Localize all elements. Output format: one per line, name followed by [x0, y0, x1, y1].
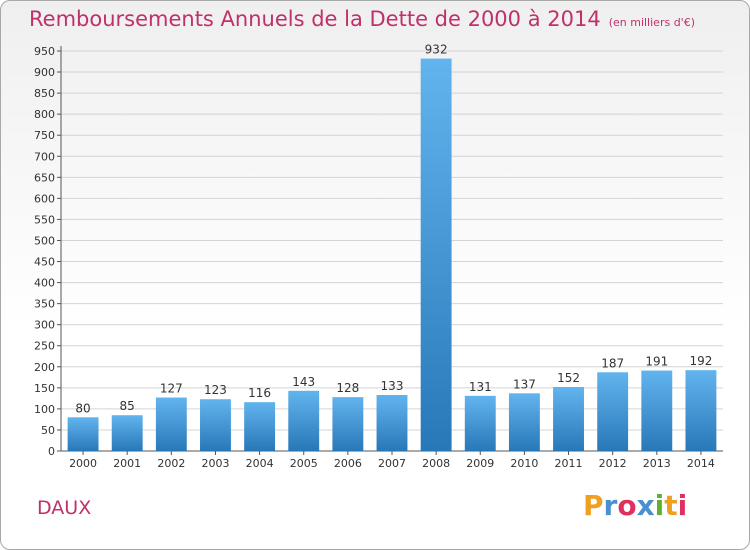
bar-2002 — [155, 397, 187, 451]
data-label: 128 — [336, 381, 359, 395]
y-tick-label: 450 — [34, 256, 55, 269]
y-tick-label: 750 — [34, 129, 55, 142]
x-tick-label: 2006 — [334, 457, 362, 470]
x-tick-label: 2007 — [378, 457, 406, 470]
bar-2006 — [332, 397, 364, 451]
bar-2014 — [685, 370, 717, 451]
y-tick-label: 900 — [34, 66, 55, 79]
logo-letter: P — [583, 489, 604, 522]
bar-2009 — [464, 395, 496, 451]
bar-2000 — [67, 417, 99, 451]
bar-2012 — [597, 372, 629, 451]
bar-2003 — [200, 399, 231, 451]
x-tick-label: 2000 — [69, 457, 97, 470]
x-tick-label: 2010 — [510, 457, 538, 470]
y-tick-label: 350 — [34, 298, 55, 311]
y-tick-label: 0 — [48, 445, 55, 458]
data-label: 80 — [75, 401, 90, 415]
y-tick-label: 700 — [34, 150, 55, 163]
y-tick-label: 250 — [34, 340, 55, 353]
y-tick-label: 800 — [34, 108, 55, 121]
y-tick-label: 400 — [34, 277, 55, 290]
bar-2010 — [508, 393, 540, 451]
data-label: 123 — [204, 383, 227, 397]
x-tick-label: 2004 — [246, 457, 274, 470]
logo-letter: t — [664, 489, 678, 522]
y-tick-label: 600 — [34, 192, 55, 205]
logo-letter: o — [617, 489, 637, 522]
y-tick-label: 650 — [34, 171, 55, 184]
x-tick-label: 2002 — [157, 457, 185, 470]
proxiti-logo: Proxiti — [583, 489, 687, 522]
data-label: 187 — [601, 356, 624, 370]
data-label: 137 — [513, 377, 536, 391]
y-tick-label: 500 — [34, 234, 55, 247]
x-tick-label: 2014 — [687, 457, 715, 470]
y-tick-label: 50 — [41, 424, 55, 437]
chart-subtitle: (en milliers d'€) — [608, 16, 695, 29]
bars — [67, 58, 717, 451]
data-label: 127 — [160, 382, 183, 396]
y-tick-label: 100 — [34, 403, 55, 416]
data-label: 131 — [469, 380, 492, 394]
x-tick-label: 2012 — [599, 457, 627, 470]
data-label: 152 — [557, 371, 580, 385]
bar-2004 — [244, 402, 276, 451]
y-tick-label: 300 — [34, 319, 55, 332]
logo-letter: r — [603, 489, 618, 522]
bar-2011 — [553, 387, 584, 451]
chart-title: Remboursements Annuels de la Dette de 20… — [29, 7, 695, 31]
x-tick-label: 2013 — [643, 457, 671, 470]
logo-letter: i — [677, 489, 688, 522]
data-labels: 80 85 127 123 116 143 128 133 932 131 137 152 187 191… — [75, 43, 712, 416]
bar-2005 — [288, 390, 320, 451]
y-tick-label: 950 — [34, 45, 55, 58]
bar-2007 — [376, 395, 408, 451]
y-tick-label: 550 — [34, 213, 55, 226]
data-label: 191 — [645, 355, 668, 369]
x-tick-label: 2003 — [201, 457, 229, 470]
data-label: 133 — [381, 379, 404, 393]
data-label: 143 — [292, 375, 315, 389]
y-tick-label: 200 — [34, 361, 55, 374]
data-label: 932 — [425, 43, 448, 57]
x-tick-label: 2001 — [113, 457, 141, 470]
data-label: 116 — [248, 386, 271, 400]
bar-2001 — [111, 415, 143, 451]
logo-letter: x — [636, 489, 655, 522]
y-tick-label: 850 — [34, 87, 55, 100]
logo-letter: i — [654, 489, 665, 522]
bar-2008 — [420, 58, 452, 451]
commune-name: DAUX — [37, 497, 92, 519]
x-tick-label: 2011 — [555, 457, 583, 470]
data-label: 85 — [120, 399, 135, 413]
y-tick-label: 150 — [34, 382, 55, 395]
x-tick-label: 2005 — [290, 457, 318, 470]
x-tick-label: 2009 — [466, 457, 494, 470]
title-text: Remboursements Annuels de la Dette de 20… — [29, 7, 601, 31]
x-tick-label: 2008 — [422, 457, 450, 470]
data-label: 192 — [689, 354, 712, 368]
bar-2013 — [641, 370, 673, 451]
